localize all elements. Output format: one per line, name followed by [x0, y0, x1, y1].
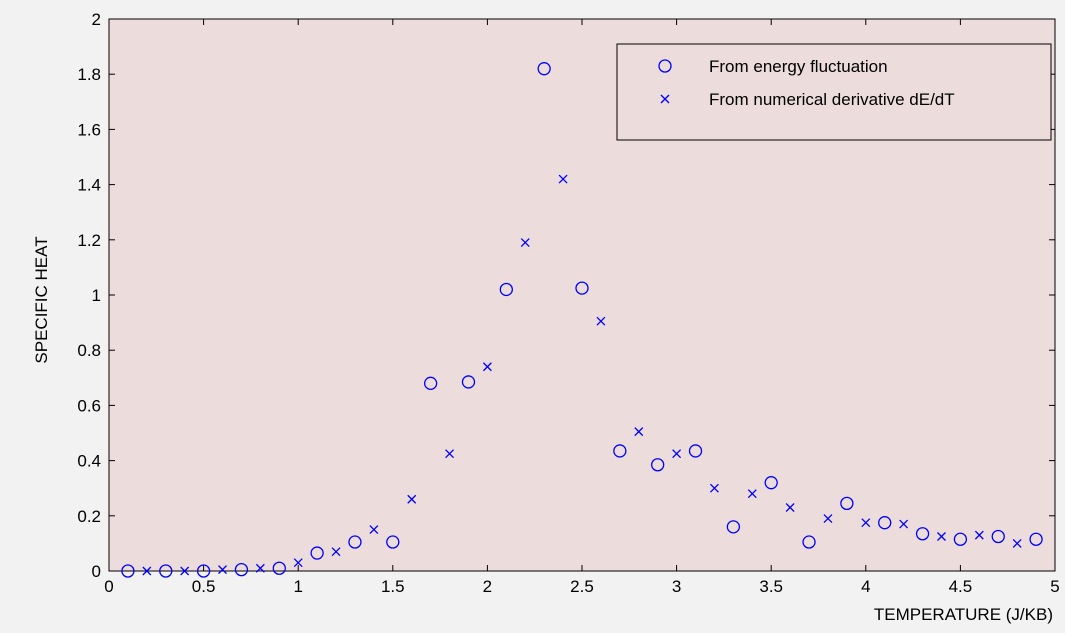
data-point-circle [953, 532, 968, 546]
x-tick-label: 1 [293, 577, 302, 596]
data-point-x [558, 174, 568, 184]
x-tick-label: 0.5 [192, 577, 216, 596]
x-tick-label: 2.5 [570, 577, 594, 596]
x-tick-label: 5 [1050, 577, 1059, 596]
y-tick-label: 0 [92, 562, 101, 581]
data-point-x [369, 525, 379, 535]
data-point-circle [764, 476, 778, 490]
data-point-circle [802, 535, 816, 549]
y-tick-label: 0.6 [77, 396, 101, 415]
data-point-x [974, 530, 984, 540]
data-point-x [218, 565, 227, 575]
data-point-x [445, 449, 455, 459]
x-tick-label: 2 [483, 577, 492, 596]
data-point-x [634, 427, 644, 437]
data-point-circle [915, 527, 930, 541]
data-point-x [331, 547, 341, 557]
data-point-x [520, 238, 530, 248]
data-point-x [709, 483, 719, 493]
data-point-x [861, 518, 871, 528]
data-point-circle [991, 529, 1005, 544]
data-point-x [747, 489, 757, 499]
data-point-circle [1029, 532, 1043, 546]
data-point-x [180, 566, 190, 576]
x-tick-label: 3 [672, 577, 681, 596]
legend-box [616, 43, 1052, 141]
data-point-circle [499, 282, 513, 297]
data-point-circle [310, 546, 324, 560]
data-point-x [823, 514, 833, 524]
legend: From energy fluctuation From numerical d… [616, 43, 1052, 141]
ticks-layer: 0 0.5 1 1.5 2 2.5 3 3.5 4 4.5 5 0 0.2 0.4 0.6 0.8 1 1.2 1.… [77, 10, 1059, 596]
x-tick-label: 0 [104, 577, 113, 596]
data-point-circle [423, 376, 438, 390]
data-point-circle [840, 496, 854, 511]
data-point-circle [121, 564, 135, 578]
data-point-circle [613, 444, 627, 458]
data-point-x [293, 558, 303, 568]
x-tick-label: 1.5 [381, 577, 405, 596]
data-point-x [482, 362, 492, 372]
y-tick-label: 1.4 [77, 176, 101, 195]
data-point-circle [575, 281, 589, 295]
data-point-circle [159, 564, 173, 578]
legend-entry-energy-fluctuation: From energy fluctuation [658, 57, 888, 76]
y-tick-label: 1.6 [77, 120, 101, 139]
legend-circle-marker [658, 59, 672, 73]
x-axis-title: TEMPERATURE (J/KB) [874, 605, 1053, 624]
data-point-circle [726, 520, 741, 534]
data-point-x [672, 449, 682, 459]
y-tick-label: 0.2 [77, 507, 101, 526]
data-point-x [407, 494, 417, 504]
data-point-circle [196, 564, 211, 578]
legend-x-marker [660, 94, 670, 104]
data-point-x [255, 563, 265, 573]
y-tick-label: 1 [92, 286, 101, 305]
legend-entry-numerical-derivative: From numerical derivative dE/dT [660, 90, 955, 109]
y-tick-label: 0.8 [77, 341, 101, 360]
data-point-circle [537, 62, 551, 76]
y-tick-label: 0.4 [77, 452, 101, 471]
data-point-circle [386, 535, 400, 549]
data-point-circle [878, 516, 892, 530]
data-point-circle [688, 444, 703, 458]
y-tick-label: 1.2 [77, 231, 101, 250]
data-point-circle [461, 375, 476, 389]
data-point-x [596, 316, 606, 326]
data-point-x [1012, 538, 1022, 548]
legend-label: From energy fluctuation [709, 57, 888, 76]
x-tick-label: 4.5 [949, 577, 973, 596]
data-point-circle [651, 458, 665, 472]
data-point-x [785, 503, 795, 512]
data-point-x [142, 566, 152, 576]
y-tick-label: 1.8 [77, 65, 101, 84]
data-point-circle [272, 561, 286, 575]
legend-label: From numerical derivative dE/dT [709, 90, 955, 109]
y-axis-title: SPECIFIC HEAT [32, 236, 51, 363]
data-point-x [899, 519, 909, 529]
y-tick-label: 2 [92, 10, 101, 29]
marks-layer [121, 62, 1043, 578]
x-tick-label: 3.5 [759, 577, 783, 596]
data-point-x [937, 532, 946, 541]
x-tick-label: 4 [861, 577, 870, 596]
data-point-circle [348, 535, 362, 549]
data-point-circle [234, 562, 249, 577]
